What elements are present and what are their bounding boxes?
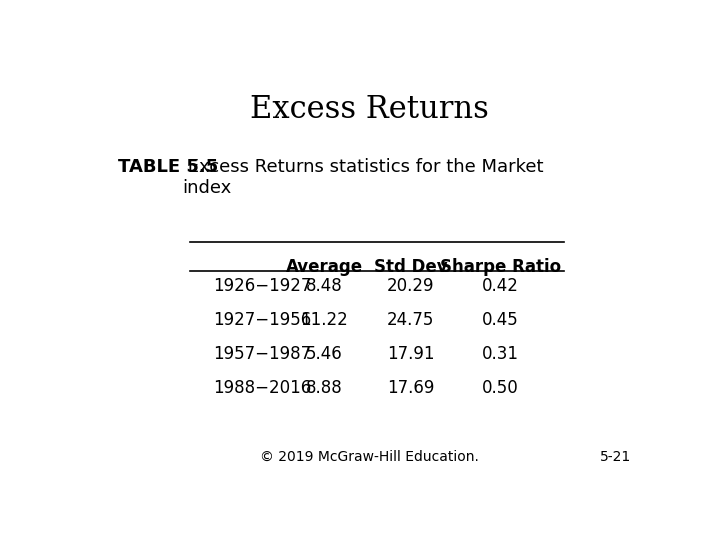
Text: 1988−2016: 1988−2016 — [213, 379, 311, 397]
Text: 0.45: 0.45 — [482, 311, 518, 329]
Text: 1957−1987: 1957−1987 — [213, 345, 311, 363]
Text: 20.29: 20.29 — [387, 277, 435, 295]
Text: 11.22: 11.22 — [300, 311, 348, 329]
Text: Std Dev: Std Dev — [374, 258, 448, 276]
Text: Excess Returns statistics for the Market
index: Excess Returns statistics for the Market… — [182, 158, 544, 197]
Text: Sharpe Ratio: Sharpe Ratio — [440, 258, 561, 276]
Text: 5-21: 5-21 — [600, 450, 631, 464]
Text: Average: Average — [286, 258, 363, 276]
Text: 5.46: 5.46 — [306, 345, 343, 363]
Text: Excess Returns: Excess Returns — [250, 94, 488, 125]
Text: 1927−1956: 1927−1956 — [213, 311, 311, 329]
Text: 0.50: 0.50 — [482, 379, 518, 397]
Text: 8.88: 8.88 — [306, 379, 343, 397]
Text: TABLE 5.5: TABLE 5.5 — [118, 158, 218, 177]
Text: 8.48: 8.48 — [306, 277, 343, 295]
Text: 24.75: 24.75 — [387, 311, 435, 329]
Text: 0.42: 0.42 — [482, 277, 518, 295]
Text: 17.91: 17.91 — [387, 345, 435, 363]
Text: 0.31: 0.31 — [482, 345, 518, 363]
Text: 1926−1927: 1926−1927 — [213, 277, 311, 295]
Text: 17.69: 17.69 — [387, 379, 435, 397]
Text: © 2019 McGraw-Hill Education.: © 2019 McGraw-Hill Education. — [260, 450, 478, 464]
